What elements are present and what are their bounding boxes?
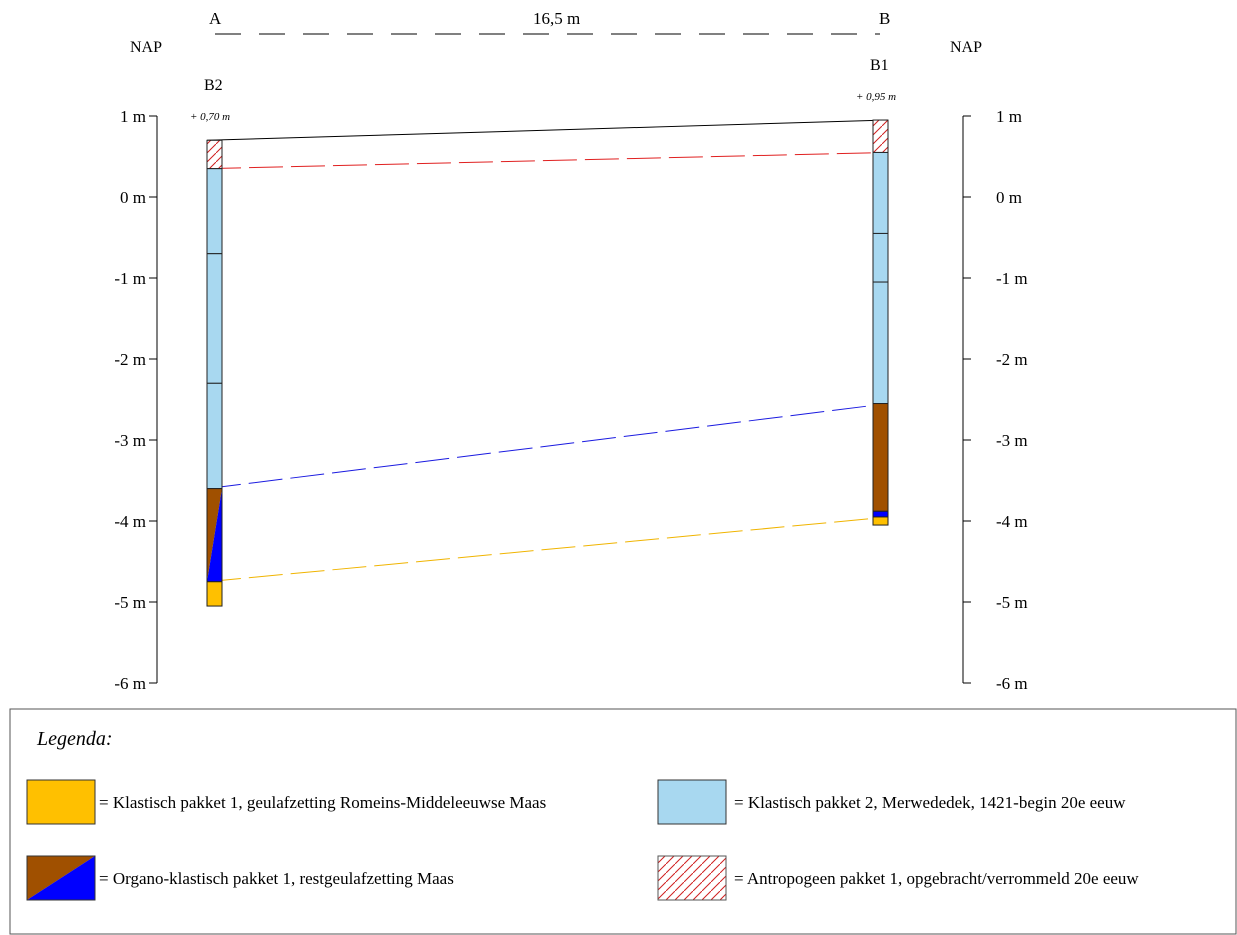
left-axis-tick-label: -6 m xyxy=(114,674,146,693)
point-b-label: B xyxy=(879,9,890,28)
layer-klastisch1 xyxy=(872,516,889,526)
borehole-b2-label: B2 xyxy=(204,77,223,94)
left-axis-tick-label: 0 m xyxy=(120,188,146,207)
profile-header: A B 16,5 m NAP NAP xyxy=(130,9,982,56)
correlation-line xyxy=(206,151,889,170)
distance-label: 16,5 m xyxy=(533,9,580,28)
correlation-line xyxy=(206,516,889,583)
layer-organo_brown xyxy=(872,403,889,512)
legend-swatch-klastisch1 xyxy=(26,779,96,825)
borehole-b1-column xyxy=(872,119,889,526)
layer-klastisch1 xyxy=(206,581,223,607)
left-axis-tick-label: -3 m xyxy=(114,431,146,450)
layer-klastisch2 xyxy=(206,382,223,490)
right-axis-tick-label: 0 m xyxy=(996,188,1022,207)
layer-klastisch2 xyxy=(206,168,223,255)
right-axis-tick-label: 1 m xyxy=(996,107,1022,126)
borehole-b1-label: B1 xyxy=(870,57,889,74)
borehole-b1-elevation: + 0,95 m xyxy=(856,91,896,103)
legend-title: Legenda: xyxy=(36,728,113,750)
borehole-b2-elevation: + 0,70 m xyxy=(190,111,230,123)
legend-swatch-organo xyxy=(26,855,96,901)
point-a-label: A xyxy=(209,9,222,28)
layer-klastisch2 xyxy=(872,232,889,283)
left-axis-tick-label: -5 m xyxy=(114,593,146,612)
right-axis-tick-label: -2 m xyxy=(996,350,1028,369)
left-datum-label: NAP xyxy=(130,39,162,56)
legend-swatch-antropogeen xyxy=(657,855,727,901)
right-datum-label: NAP xyxy=(950,39,982,56)
right-axis-tick-label: -6 m xyxy=(996,674,1028,693)
left-axis-tick-label: 1 m xyxy=(120,107,146,126)
correlation-line xyxy=(206,119,889,141)
borehole-b2-column xyxy=(206,139,223,607)
legend-label-organo: = Organo-klastisch pakket 1, restgeulafz… xyxy=(99,869,454,888)
layer-organo_blue xyxy=(872,510,889,518)
right-depth-axis: 1 m 0 m -1 m -2 m -3 m -4 m -5 m -6 m xyxy=(962,107,1028,693)
legend: Legenda: = Klastisch pakket 1, geulafzet… xyxy=(9,708,1237,935)
correlation-lines xyxy=(206,119,889,583)
left-depth-axis: 1 m 0 m -1 m -2 m -3 m -4 m -5 m -6 m xyxy=(114,107,158,693)
right-axis-tick-label: -5 m xyxy=(996,593,1028,612)
legend-label-antropogeen: = Antropogeen pakket 1, opgebracht/verro… xyxy=(734,869,1139,888)
right-axis-tick-label: -1 m xyxy=(996,269,1028,288)
right-axis-tick-label: -4 m xyxy=(996,512,1028,531)
legend-frame xyxy=(9,708,1237,935)
right-axis-tick-label: -3 m xyxy=(996,431,1028,450)
layer-klastisch2 xyxy=(206,253,223,384)
layer-antropogeen xyxy=(206,139,223,170)
legend-label-klastisch1: = Klastisch pakket 1, geulafzetting Rome… xyxy=(99,793,546,812)
correlation-line xyxy=(206,403,889,490)
left-axis-tick-label: -4 m xyxy=(114,512,146,531)
layer-organo-blue xyxy=(207,488,222,582)
legend-label-klastisch2: = Klastisch pakket 2, Merwededek, 1421-b… xyxy=(734,793,1126,812)
legend-swatch-klastisch2 xyxy=(657,779,727,825)
left-axis-tick-label: -2 m xyxy=(114,350,146,369)
layer-klastisch2 xyxy=(872,151,889,234)
layer-organo-brown xyxy=(207,488,222,582)
layer-antropogeen xyxy=(872,119,889,153)
left-axis-tick-label: -1 m xyxy=(114,269,146,288)
layer-klastisch2 xyxy=(872,281,889,405)
